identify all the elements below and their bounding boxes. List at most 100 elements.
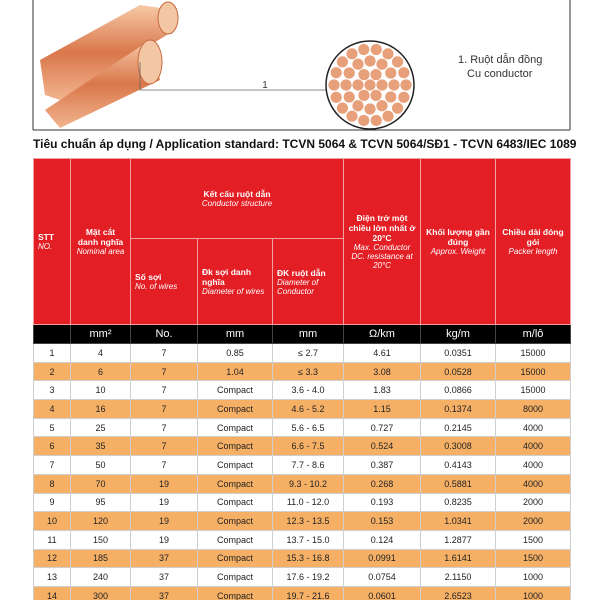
data-cell: 185 bbox=[70, 548, 131, 569]
strand bbox=[329, 66, 343, 80]
data-cell: 3.08 bbox=[343, 361, 421, 382]
strand bbox=[363, 54, 377, 68]
strand bbox=[345, 47, 359, 61]
data-row: 2 6 7 1.04 ≤ 3.3 3.08 0.0528 15000 bbox=[33, 361, 571, 382]
strand bbox=[391, 55, 404, 69]
data-cell: 0.124 bbox=[343, 529, 421, 550]
data-cell: 4 bbox=[70, 343, 131, 363]
data-cell: 19 bbox=[130, 511, 198, 531]
data-cell: Compact bbox=[197, 455, 273, 475]
data-cell: 0.0866 bbox=[420, 380, 496, 401]
legend-en: Cu conductor bbox=[467, 68, 533, 80]
data-cell: 6 bbox=[70, 361, 131, 382]
data-cell: 1.15 bbox=[343, 399, 421, 419]
data-cell: 15000 bbox=[495, 361, 571, 382]
strand bbox=[351, 57, 365, 71]
data-cell: 4 bbox=[33, 399, 71, 419]
data-cell: 25 bbox=[70, 417, 131, 438]
strand bbox=[345, 109, 359, 123]
header-cell: Mặt cắt danh nghĩa Nominal area bbox=[70, 158, 131, 325]
data-cell: 1.04 bbox=[197, 361, 273, 382]
data-cell: 0.0754 bbox=[343, 567, 421, 587]
header-cell: Khối lượng gần đúng Approx. Weight bbox=[420, 158, 496, 325]
data-cell: 7 bbox=[33, 455, 71, 475]
data-cell: 0.193 bbox=[343, 492, 421, 513]
data-cell: 19.7 - 21.6 bbox=[272, 585, 344, 600]
data-cell: 7 bbox=[130, 380, 198, 401]
data-cell: 19 bbox=[130, 492, 198, 513]
data-cell: Compact bbox=[197, 380, 273, 401]
strand bbox=[363, 102, 377, 116]
data-cell: 120 bbox=[70, 511, 131, 531]
data-cell: 10 bbox=[33, 511, 71, 531]
strand bbox=[381, 47, 395, 61]
data-cell: 7 bbox=[130, 455, 198, 475]
data-row: 1 4 7 0.85 ≤ 2.7 4.61 0.0351 15000 bbox=[33, 343, 571, 363]
strand bbox=[342, 90, 356, 104]
data-cell: 35 bbox=[70, 436, 131, 457]
data-cell: 5 bbox=[33, 417, 71, 438]
strand bbox=[336, 55, 349, 69]
data-cell: 1.0341 bbox=[420, 511, 496, 531]
strand bbox=[351, 78, 365, 92]
data-cell: 6 bbox=[33, 436, 71, 457]
data-cell: 1 bbox=[33, 343, 71, 363]
data-cell: 4000 bbox=[495, 455, 571, 475]
strand bbox=[357, 68, 371, 82]
units-row: mm² No. mm mm Ω/km kg/m m/lô bbox=[33, 324, 571, 344]
data-cell: ≤ 3.3 bbox=[272, 361, 344, 382]
strand bbox=[375, 57, 389, 71]
standard: Tiêu chuẩn áp dụng / Application standar… bbox=[33, 137, 577, 151]
copper-wire bbox=[40, 1, 179, 128]
strand bbox=[369, 88, 383, 102]
header-cell: Chiều dài đóng gói Packer length bbox=[495, 158, 571, 325]
data-cell: 19 bbox=[130, 473, 198, 494]
strand bbox=[369, 68, 383, 82]
data-cell: 7 bbox=[130, 417, 198, 438]
data-row: 14 300 37 Compact 19.7 - 21.6 0.0601 2.6523 100… bbox=[33, 585, 571, 600]
data-cell: 16 bbox=[70, 399, 131, 419]
data-cell: Compact bbox=[197, 492, 273, 513]
data-cell: 0.0528 bbox=[420, 361, 496, 382]
data-cell: 7 bbox=[130, 361, 198, 382]
data-cell: 0.0991 bbox=[343, 548, 421, 569]
data-cell: 0.2145 bbox=[420, 417, 496, 438]
data-cell: 1000 bbox=[495, 567, 571, 587]
data-cell: 1500 bbox=[495, 548, 571, 569]
data-cell: 0.4143 bbox=[420, 455, 496, 475]
unit-cell: mm bbox=[272, 324, 344, 344]
data-cell: 5.6 - 6.5 bbox=[272, 417, 344, 438]
data-row: 11 150 19 Compact 13.7 - 15.0 0.124 1.2877 1500 bbox=[33, 529, 571, 550]
data-cell: 12 bbox=[33, 548, 71, 569]
data-cell: 0.0601 bbox=[343, 585, 421, 600]
data-cell: 8 bbox=[33, 473, 71, 494]
strand bbox=[327, 78, 341, 92]
unit-cell: m/lô bbox=[495, 324, 571, 344]
spec-table: STT NO. Mặt cắt danh nghĩa Nominal area Kế… bbox=[33, 158, 571, 600]
strand bbox=[329, 90, 343, 104]
data-cell: 37 bbox=[130, 548, 198, 569]
data-cell: 13 bbox=[33, 567, 71, 587]
strand bbox=[381, 109, 395, 123]
data-cell: 0.524 bbox=[343, 436, 421, 457]
data-cell: 2000 bbox=[495, 511, 571, 531]
data-cell: 1000 bbox=[495, 585, 571, 600]
strand bbox=[363, 78, 377, 92]
data-cell: 50 bbox=[70, 455, 131, 475]
strand bbox=[357, 88, 371, 102]
data-cell: 7.7 - 8.6 bbox=[272, 455, 344, 475]
data-cell: 0.153 bbox=[343, 511, 421, 531]
strand bbox=[369, 114, 383, 127]
strand bbox=[397, 66, 411, 80]
data-cell: 11 bbox=[33, 529, 71, 550]
data-cell: 17.6 - 19.2 bbox=[272, 567, 344, 587]
data-cell: 240 bbox=[70, 567, 131, 587]
header-cell: Số sợi No. of wires bbox=[130, 238, 198, 325]
data-cell: Compact bbox=[197, 399, 273, 419]
data-cell: 2 bbox=[33, 361, 71, 382]
legend-vi: 1. Ruột dẫn đồng bbox=[458, 54, 543, 66]
data-cell: Compact bbox=[197, 436, 273, 457]
data-cell: 0.3008 bbox=[420, 436, 496, 457]
data-cell: 0.5881 bbox=[420, 473, 496, 494]
header-cell: STT NO. bbox=[33, 158, 71, 325]
